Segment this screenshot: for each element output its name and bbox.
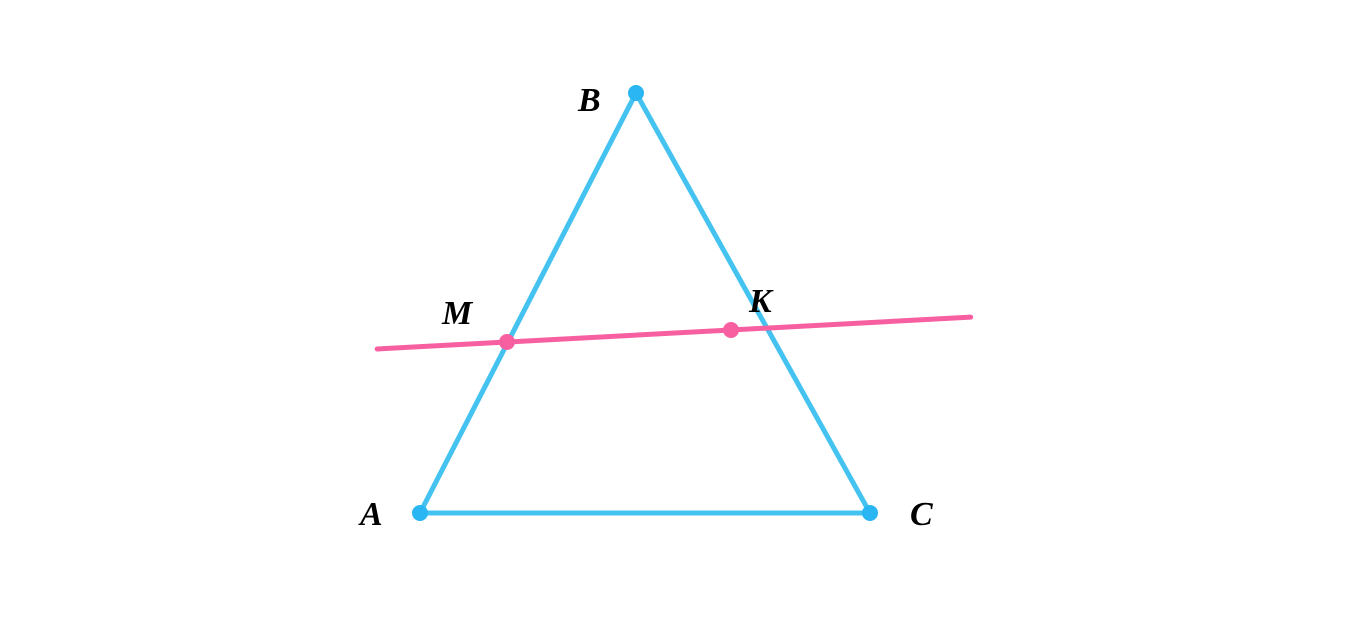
point-a xyxy=(412,505,428,521)
label-k: K xyxy=(748,283,774,320)
label-c: C xyxy=(910,496,933,533)
label-b: B xyxy=(577,82,601,119)
label-m: M xyxy=(441,295,474,332)
geometry-diagram: A B C M K xyxy=(0,0,1350,640)
point-b xyxy=(628,85,644,101)
point-m xyxy=(499,334,515,350)
point-k xyxy=(723,322,739,338)
point-c xyxy=(862,505,878,521)
label-a: A xyxy=(358,496,383,533)
